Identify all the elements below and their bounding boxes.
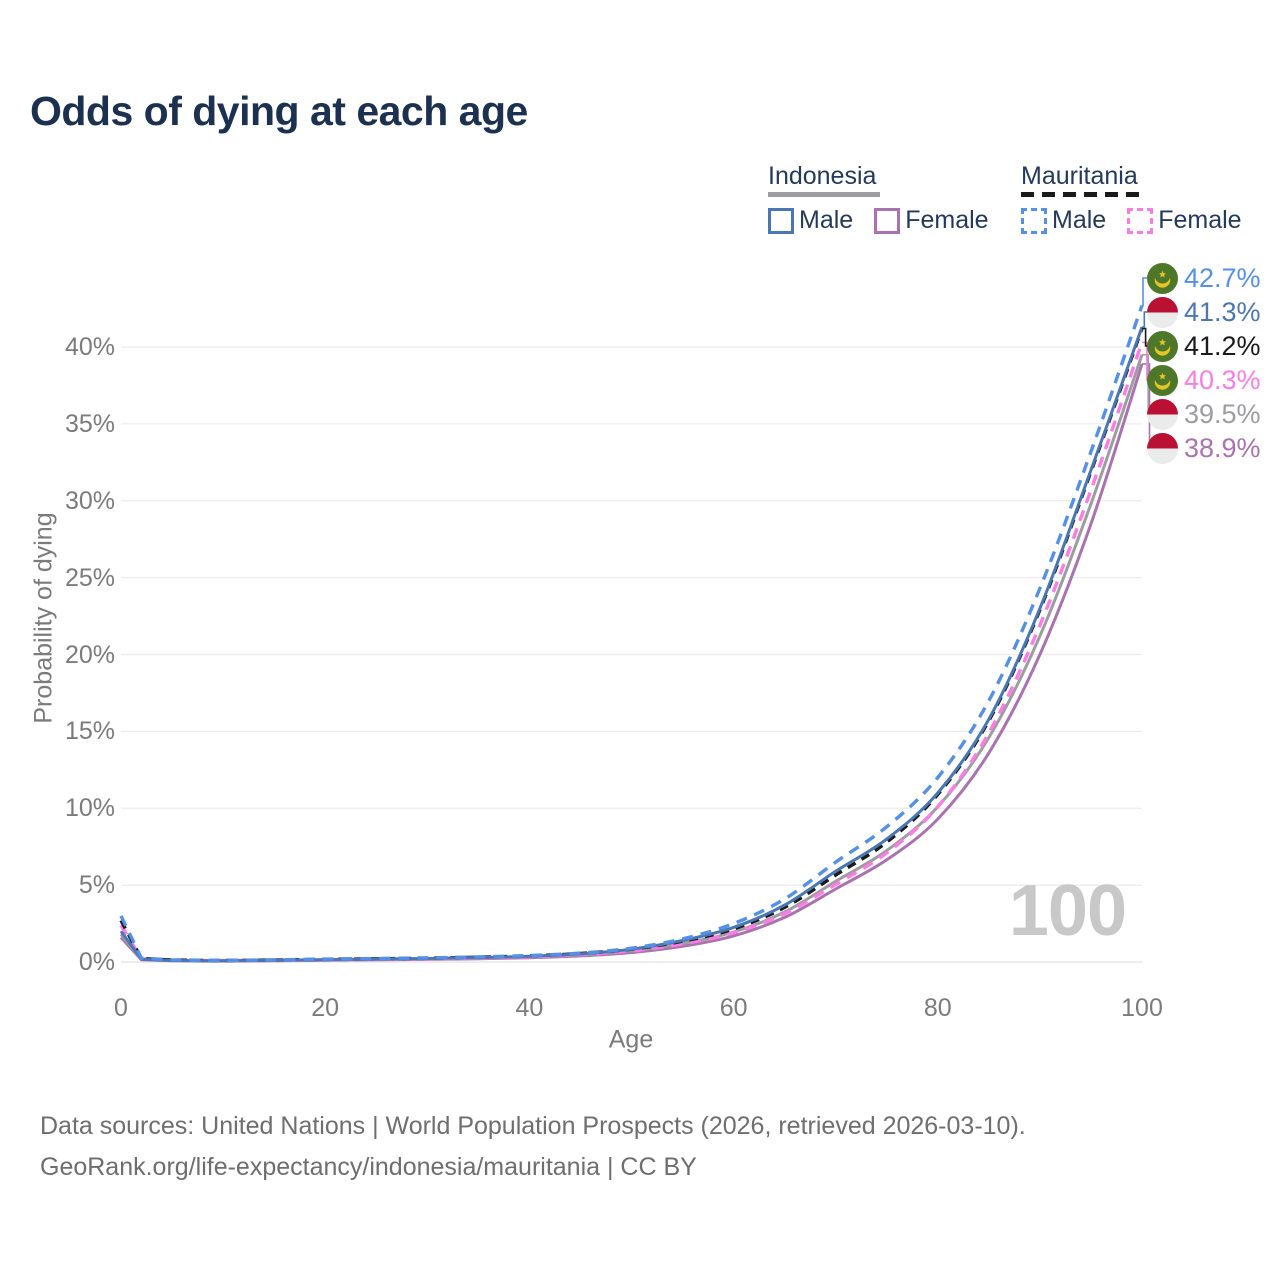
end-label-indonesia-female: 38.9%	[1147, 431, 1261, 465]
x-tick-label-0: 0	[114, 994, 128, 1022]
series-line-indonesia-female	[119, 363, 1144, 963]
mauritania-flag-icon	[1147, 330, 1178, 362]
indonesia-female-swatch[interactable]	[874, 207, 901, 234]
indonesia-flag-icon	[1147, 398, 1178, 430]
x-tick-label-100: 100	[1121, 994, 1163, 1022]
series-line-indonesia-male	[119, 326, 1144, 963]
series-line-mauritania-female	[119, 341, 1144, 963]
age-watermark: 100	[1008, 871, 1127, 951]
legend-group-mauritania: Mauritania Male Female	[1021, 163, 1263, 235]
y-tick-label-35: 35%	[64, 409, 115, 438]
x-axis-title: Age	[608, 1025, 654, 1054]
indonesia-flag-icon	[1147, 432, 1178, 464]
y-tick-label-15: 15%	[64, 717, 115, 746]
end-value: 41.2%	[1184, 330, 1261, 361]
legend-label-indonesia-male[interactable]: Male	[799, 206, 854, 234]
end-label-mauritania-all: 41.2%	[1147, 329, 1261, 363]
end-value: 42.7%	[1184, 262, 1261, 293]
y-tick-label-5: 5%	[78, 871, 115, 900]
end-label-mauritania-male: 42.7%	[1147, 261, 1261, 295]
mauritania-flag-icon	[1147, 262, 1178, 294]
footer: Data sources: United Nations | World Pop…	[40, 1106, 1026, 1188]
data-sources-text: Data sources: United Nations | World Pop…	[40, 1112, 1026, 1140]
y-tick-label-20: 20%	[64, 640, 115, 669]
y-tick-label-0: 0%	[78, 948, 115, 976]
end-value: 39.5%	[1184, 398, 1261, 429]
y-tick-label-10: 10%	[64, 794, 115, 823]
mauritania-line-style-sample	[1021, 192, 1147, 197]
series-line-indonesia-all	[119, 354, 1144, 963]
y-tick-label-40: 40%	[64, 333, 115, 361]
indonesia-line-style-sample	[768, 192, 880, 197]
y-tick-label-25: 25%	[64, 563, 115, 592]
mauritania-female-swatch[interactable]	[1127, 207, 1154, 234]
x-tick-label-80: 80	[923, 994, 952, 1022]
source-link-text[interactable]: GeoRank.org/life-expectancy/indonesia/ma…	[40, 1153, 697, 1181]
label-connector-mauritania-male	[1142, 277, 1150, 307]
end-label-mauritania-female: 40.3%	[1147, 363, 1261, 397]
x-tick-label-40: 40	[515, 994, 544, 1022]
y-tick-label-30: 30%	[64, 486, 115, 515]
legend-country-indonesia[interactable]: Indonesia	[768, 162, 877, 190]
end-value: 41.3%	[1184, 296, 1261, 327]
indonesia-male-swatch[interactable]	[768, 207, 794, 234]
legend-country-mauritania[interactable]: Mauritania	[1021, 162, 1138, 190]
x-tick-label-20: 20	[311, 994, 340, 1022]
series-line-mauritania-male	[119, 304, 1144, 962]
end-value: 40.3%	[1184, 364, 1261, 395]
legend-group-indonesia: Indonesia Male Female	[768, 163, 1010, 235]
page-title: Odds of dying at each age	[30, 88, 528, 134]
end-value: 38.9%	[1184, 432, 1261, 463]
legend-label-mauritania-male[interactable]: Male	[1052, 206, 1107, 234]
legend-label-indonesia-female[interactable]: Female	[905, 206, 989, 234]
x-tick-label-60: 60	[719, 994, 748, 1022]
mauritania-male-swatch[interactable]	[1021, 207, 1047, 234]
y-axis-title: Probability of dying	[29, 512, 58, 724]
legend-label-mauritania-female[interactable]: Female	[1158, 206, 1242, 234]
indonesia-flag-icon	[1147, 296, 1178, 328]
mauritania-flag-icon	[1147, 364, 1178, 396]
end-label-indonesia-male: 41.3%	[1147, 295, 1261, 329]
end-label-indonesia-all: 39.5%	[1147, 397, 1261, 431]
